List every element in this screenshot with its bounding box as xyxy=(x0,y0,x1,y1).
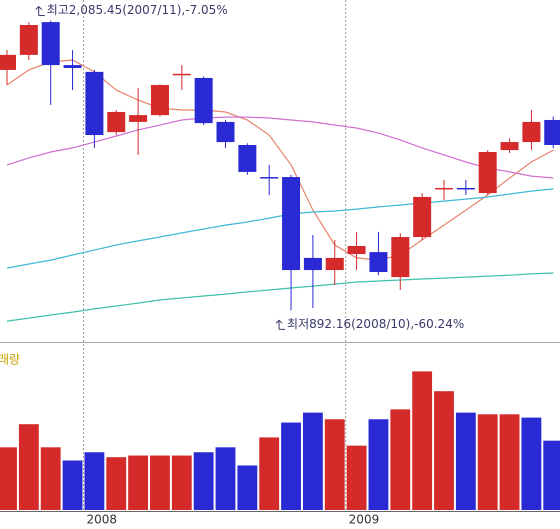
x-tick-label: 2009 xyxy=(349,513,380,527)
candle-body xyxy=(85,71,104,136)
candle-body xyxy=(413,196,432,238)
volume-bar xyxy=(171,455,192,510)
annotation-arrow xyxy=(275,319,286,330)
volume-bar xyxy=(543,440,560,510)
volume-bar xyxy=(368,419,389,510)
candle-body xyxy=(107,111,126,133)
candle-body xyxy=(435,187,453,190)
volume-bar xyxy=(106,457,127,510)
volume-bar xyxy=(40,447,61,510)
annotation: 최고2,085.45(2007/11),-7.05% xyxy=(47,3,228,17)
x-tick-label: 2008 xyxy=(86,513,117,527)
moving-average-line xyxy=(6,116,554,179)
candle-body xyxy=(369,252,388,272)
candle-body xyxy=(150,85,169,116)
volume-bar xyxy=(281,422,301,510)
volume-bar xyxy=(346,445,367,510)
candle-body xyxy=(63,65,82,68)
volume-bar xyxy=(237,465,258,510)
volume-bar xyxy=(521,417,542,510)
volume-bar xyxy=(434,391,454,510)
volume-bar xyxy=(390,409,411,510)
candle-body xyxy=(282,177,301,271)
candle-body xyxy=(522,121,541,143)
candle-body xyxy=(303,257,322,271)
volume-bar xyxy=(324,419,345,510)
candle-body xyxy=(216,121,235,143)
candle-body xyxy=(172,73,191,76)
candle-body xyxy=(391,237,410,278)
volume-bar xyxy=(302,412,323,510)
candle-body xyxy=(456,187,475,190)
candle-body xyxy=(544,119,560,145)
volume-bar xyxy=(215,447,236,510)
candle-body xyxy=(194,77,213,124)
volume-bar xyxy=(84,452,105,510)
volume-bar xyxy=(150,455,170,510)
candle-body xyxy=(325,257,344,271)
candle-body xyxy=(238,144,257,172)
volume-bar xyxy=(62,460,83,510)
candle-body xyxy=(500,142,519,151)
candle-body xyxy=(0,54,16,70)
volume-bar xyxy=(0,447,17,510)
volume-bar xyxy=(128,455,149,510)
volume-bar xyxy=(18,424,39,510)
moving-average-line xyxy=(6,188,554,269)
volume-bar xyxy=(477,414,498,510)
candle-body xyxy=(19,25,38,55)
candle-body xyxy=(41,22,60,66)
candle-body xyxy=(260,177,279,179)
volume-bar xyxy=(259,437,280,510)
annotation: 최저892.16(2008/10),-60.24% xyxy=(287,317,464,331)
moving-average-line xyxy=(6,272,554,322)
volume-bar xyxy=(412,371,433,510)
volume-bar xyxy=(193,452,214,510)
volume-bar xyxy=(455,412,476,510)
volume-label: 래량 xyxy=(0,353,20,367)
annotation-arrow xyxy=(35,5,45,17)
candle-body xyxy=(347,246,366,255)
volume-bar xyxy=(499,414,520,510)
candle-body xyxy=(478,152,497,194)
candle-body xyxy=(129,115,148,122)
